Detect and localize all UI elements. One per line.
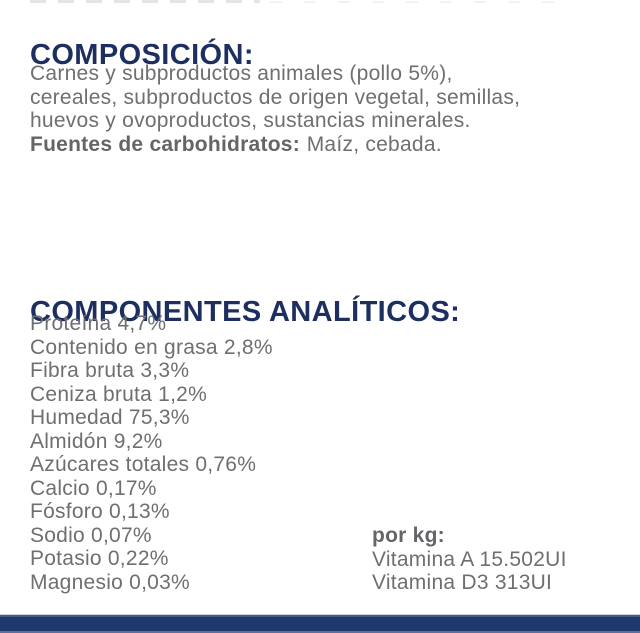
analytical-item-almidon: Almidón 9,2%	[30, 429, 163, 453]
composicion-heading: COMPOSICIÓN:	[30, 39, 254, 72]
analytical-item-humedad: Humedad 75,3%	[30, 406, 190, 429]
analytical-item-calcio: Calcio 0,17%	[30, 476, 157, 500]
cut-off-text-artifact	[270, 1, 560, 3]
vitamin-a-item: Vitamina A 15.502UI	[372, 547, 567, 571]
per-kg-block: por kg: Vitamina A 15.502UI Vitamina D3 …	[372, 524, 567, 595]
analytical-item-proteina: Proteína 4,7%	[30, 312, 167, 335]
analytical-components-list: Proteína 4,7% Contenido en grasa 2,8% Fi…	[30, 312, 273, 594]
carb-sources-line: Fuentes de carbohidratos: Maíz, cebada.	[30, 133, 520, 157]
cut-off-text-artifact	[30, 0, 260, 3]
vitamin-d3-item: Vitamina D3 313UI	[372, 571, 553, 594]
analytical-item-grasa: Contenido en grasa 2,8%	[30, 335, 273, 359]
composicion-line: huevos y ovoproductos, sustancias minera…	[30, 109, 471, 132]
analytical-item-ceniza: Ceniza bruta 1,2%	[30, 382, 208, 406]
carb-sources-label: Fuentes de carbohidratos:	[30, 132, 300, 156]
composicion-paragraph: Carnes y subproductos animales (pollo 5%…	[30, 62, 520, 156]
composicion-line: Carnes y subproductos animales (pollo 5%…	[30, 62, 453, 85]
footer-navy-bar	[0, 614, 640, 633]
analytical-item-fibra: Fibra bruta 3,3%	[30, 359, 190, 382]
componentes-analiticos-heading: COMPONENTES ANALÍTICOS:	[30, 296, 461, 329]
analytical-item-potasio: Potasio 0,22%	[30, 547, 169, 570]
analytical-item-fosforo: Fósforo 0,13%	[30, 500, 170, 523]
carb-sources-value: Maíz, cebada.	[306, 132, 442, 156]
composicion-line: cereales, subproductos de origen vegetal…	[30, 85, 521, 109]
per-kg-label: por kg:	[372, 524, 445, 547]
analytical-item-magnesio: Magnesio 0,03%	[30, 570, 190, 594]
analytical-item-sodio: Sodio 0,07%	[30, 523, 152, 547]
analytical-item-azucares: Azúcares totales 0,76%	[30, 453, 257, 476]
